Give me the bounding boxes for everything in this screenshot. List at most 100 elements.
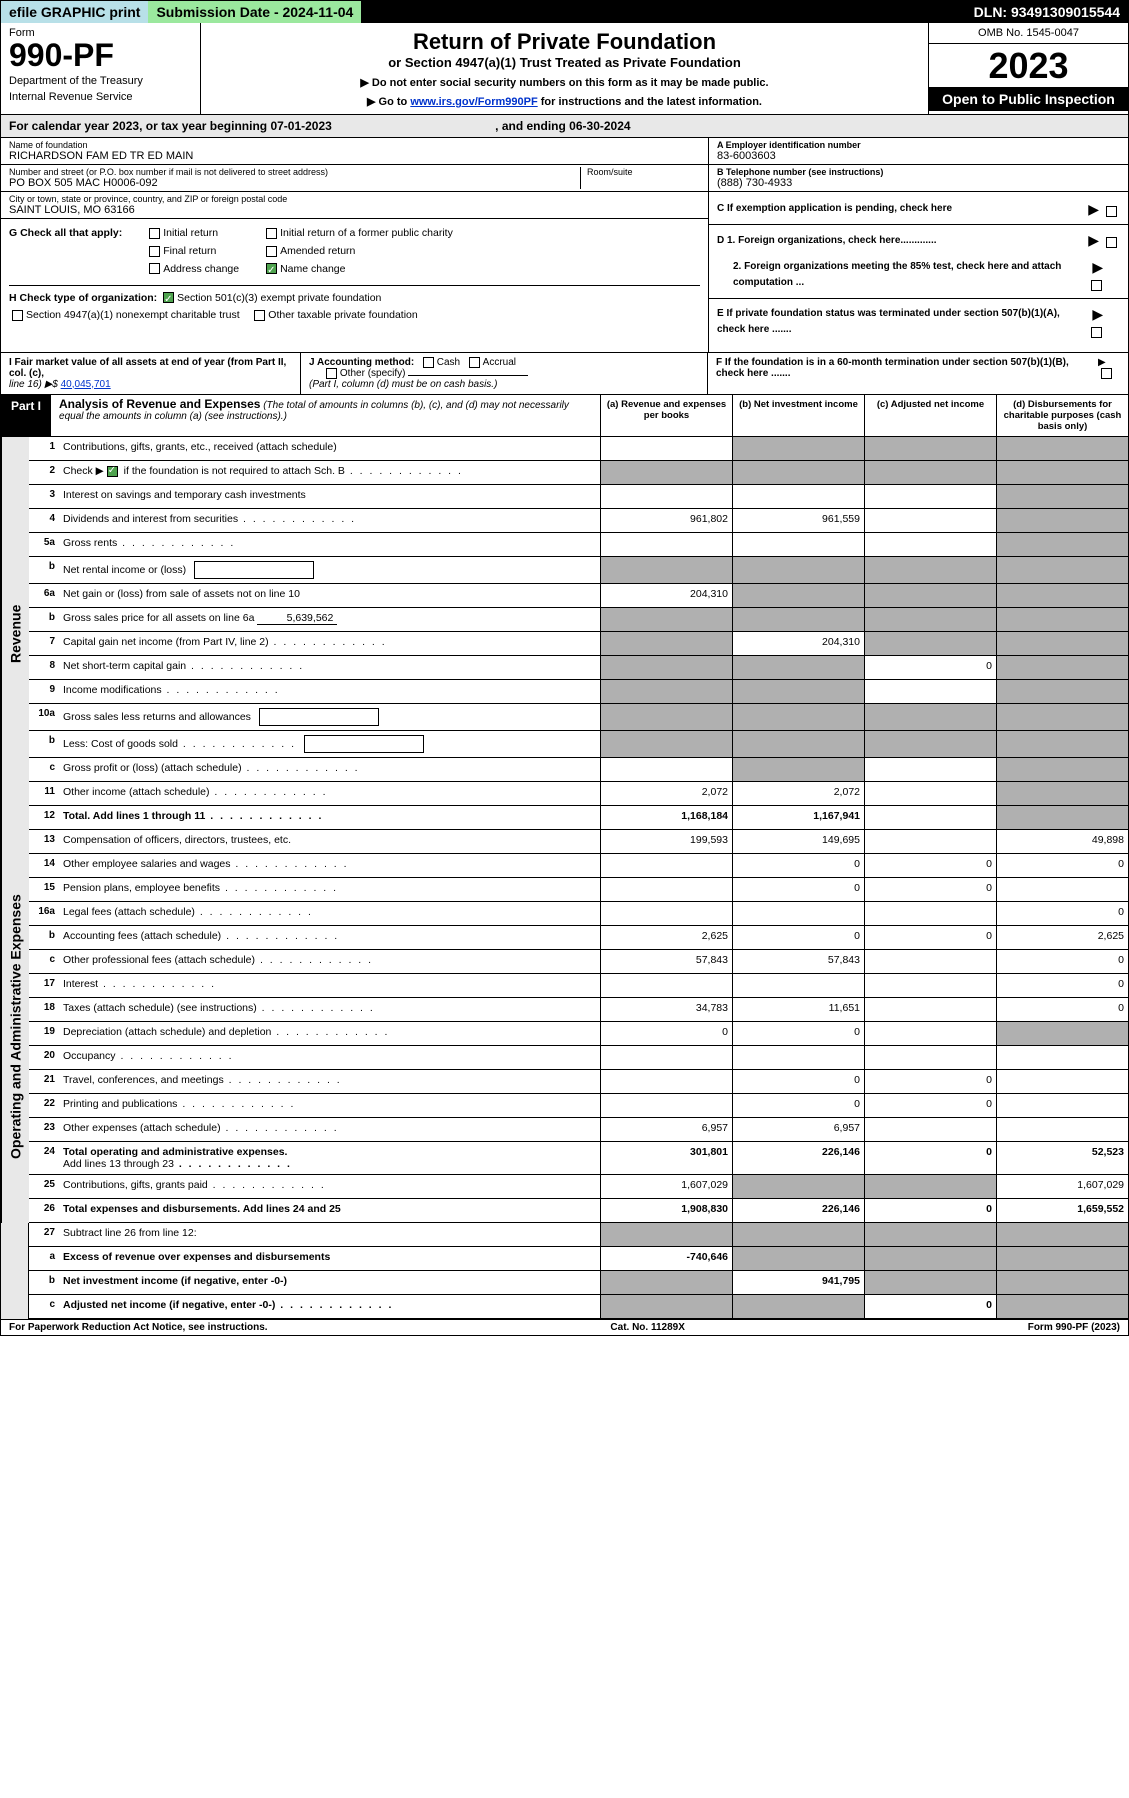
calyear-begin: For calendar year 2023, or tax year begi… [9, 119, 332, 133]
cb-other-tax[interactable] [254, 310, 265, 321]
h-other: Other taxable private foundation [268, 309, 417, 321]
cb-c[interactable] [1106, 206, 1117, 217]
foundation-name: RICHARDSON FAM ED TR ED MAIN [9, 150, 700, 162]
calendar-year-row: For calendar year 2023, or tax year begi… [1, 115, 1128, 138]
cb-501c3[interactable] [163, 292, 174, 303]
col-a-header: (a) Revenue and expenses per books [600, 395, 732, 436]
tax-year: 2023 [929, 44, 1128, 87]
row27-block: 27Subtract line 26 from line 12: aExcess… [1, 1223, 1128, 1319]
omb-number: OMB No. 1545-0047 [929, 23, 1128, 44]
revenue-side-label: Revenue [1, 437, 29, 830]
f-label: F If the foundation is in a 60-month ter… [716, 357, 1069, 379]
h-501c3: Section 501(c)(3) exempt private foundat… [177, 292, 381, 304]
part1-desc: Analysis of Revenue and Expenses (The to… [51, 395, 600, 436]
e-item: E If private foundation status was termi… [717, 303, 1120, 341]
section-ijf: I Fair market value of all assets at end… [1, 352, 1128, 395]
part1-label: Part I [1, 395, 51, 436]
footer-right: Form 990-PF (2023) [1028, 1322, 1120, 1333]
room-label: Room/suite [587, 167, 700, 177]
footer-left: For Paperwork Reduction Act Notice, see … [9, 1322, 268, 1333]
addr-label: Number and street (or P.O. box number if… [9, 167, 580, 177]
checkbox-g-section: G Check all that apply: Initial return F… [1, 219, 708, 331]
expenses-rows: 13Compensation of officers, directors, t… [29, 830, 1128, 1223]
cb-address[interactable] [149, 263, 160, 274]
dln-label: DLN: 93491309015544 [966, 1, 1128, 23]
row-17: 17Interest0 [29, 974, 1128, 998]
row-15: 15Pension plans, employee benefits00 [29, 878, 1128, 902]
spacer [361, 1, 965, 23]
row-16b: bAccounting fees (attach schedule)2,6250… [29, 926, 1128, 950]
row-27a: aExcess of revenue over expenses and dis… [29, 1247, 1128, 1271]
row-16a: 16aLegal fees (attach schedule)0 [29, 902, 1128, 926]
col-c-header: (c) Adjusted net income [864, 395, 996, 436]
row-1: 1Contributions, gifts, grants, etc., rec… [29, 437, 1128, 461]
cb-final[interactable] [149, 246, 160, 257]
cb-schb[interactable] [107, 466, 118, 477]
row-g: G Check all that apply: Initial return F… [9, 225, 700, 279]
instr-1: ▶ Do not enter social security numbers o… [207, 76, 922, 89]
row-22: 22Printing and publications00 [29, 1094, 1128, 1118]
arrow-icon: ▶ [1088, 201, 1099, 217]
address-change: Address change [163, 263, 239, 275]
row-27c: cAdjusted net income (if negative, enter… [29, 1295, 1128, 1319]
row-10c: cGross profit or (loss) (attach schedule… [29, 758, 1128, 782]
info-left-col: Name of foundation RICHARDSON FAM ED TR … [1, 138, 708, 352]
d1-item: D 1. Foreign organizations, check here..… [717, 229, 1120, 251]
submission-date: Submission Date - 2024-11-04 [148, 1, 361, 23]
name-change: Name change [280, 263, 345, 275]
row-10a: 10aGross sales less returns and allowanc… [29, 704, 1128, 731]
cb-4947[interactable] [12, 310, 23, 321]
ein-value: 83-6003603 [717, 150, 1120, 162]
row-16c: cOther professional fees (attach schedul… [29, 950, 1128, 974]
cb-cash[interactable] [423, 357, 434, 368]
row-26: 26Total expenses and disbursements. Add … [29, 1199, 1128, 1223]
cb-initial[interactable] [149, 228, 160, 239]
d1-label: D 1. Foreign organizations, check here..… [717, 235, 937, 246]
cb-initial-former[interactable] [266, 228, 277, 239]
cb-accrual[interactable] [469, 357, 480, 368]
cb-f[interactable] [1101, 368, 1112, 379]
addr-box: Number and street (or P.O. box number if… [9, 167, 580, 189]
cb-d1[interactable] [1106, 237, 1117, 248]
col-headers: (a) Revenue and expenses per books (b) N… [600, 395, 1128, 436]
revenue-rows: 1Contributions, gifts, grants, etc., rec… [29, 437, 1128, 830]
j-label: J Accounting method: [309, 357, 414, 368]
arrow-icon: ▶ [1092, 259, 1103, 275]
b-label: B Telephone number (see instructions) [717, 167, 883, 177]
info-right-col: A Employer identification number 83-6003… [708, 138, 1128, 352]
foundation-name-cell: Name of foundation RICHARDSON FAM ED TR … [1, 138, 708, 165]
row-5b: bNet rental income or (loss) [29, 557, 1128, 584]
row-4: 4Dividends and interest from securities9… [29, 509, 1128, 533]
a-label: A Employer identification number [717, 140, 861, 150]
row-27: 27Subtract line 26 from line 12: [29, 1223, 1128, 1247]
j-accrual: Accrual [483, 357, 516, 368]
cb-e[interactable] [1091, 327, 1102, 338]
header-right: OMB No. 1545-0047 2023 Open to Public In… [928, 23, 1128, 114]
row-7: 7Capital gain net income (from Part IV, … [29, 632, 1128, 656]
row-27b: bNet investment income (if negative, ent… [29, 1271, 1128, 1295]
expenses-table: Operating and Administrative Expenses 13… [1, 830, 1128, 1223]
f-box: F If the foundation is in a 60-month ter… [708, 353, 1128, 394]
row-10b: bLess: Cost of goods sold [29, 731, 1128, 758]
row-6b: bGross sales price for all assets on lin… [29, 608, 1128, 632]
irs-link[interactable]: www.irs.gov/Form990PF [410, 96, 537, 108]
instr-2: ▶ Go to www.irs.gov/Form990PF for instru… [207, 95, 922, 108]
d2-label: 2. Foreign organizations meeting the 85%… [733, 261, 1061, 288]
i-line: line 16) ▶$ [9, 379, 61, 390]
g-label: G Check all that apply: [9, 225, 122, 279]
address-cell: Number and street (or P.O. box number if… [1, 165, 708, 192]
city-cell: City or town, state or province, country… [1, 192, 708, 219]
dept-treasury: Department of the Treasury [9, 75, 192, 87]
cb-d2[interactable] [1091, 280, 1102, 291]
row-11: 11Other income (attach schedule)2,0722,0… [29, 782, 1128, 806]
phone-value: (888) 730-4933 [717, 177, 1120, 189]
row-20: 20Occupancy [29, 1046, 1128, 1070]
instr2-post: for instructions and the latest informat… [538, 96, 762, 108]
row-14: 14Other employee salaries and wages000 [29, 854, 1128, 878]
row-5a: 5aGross rents [29, 533, 1128, 557]
cb-amended[interactable] [266, 246, 277, 257]
cb-name-change[interactable] [266, 263, 277, 274]
cb-other[interactable] [326, 368, 337, 379]
g-col2: Initial return of a former public charit… [263, 225, 453, 279]
revenue-table: Revenue 1Contributions, gifts, grants, e… [1, 437, 1128, 830]
